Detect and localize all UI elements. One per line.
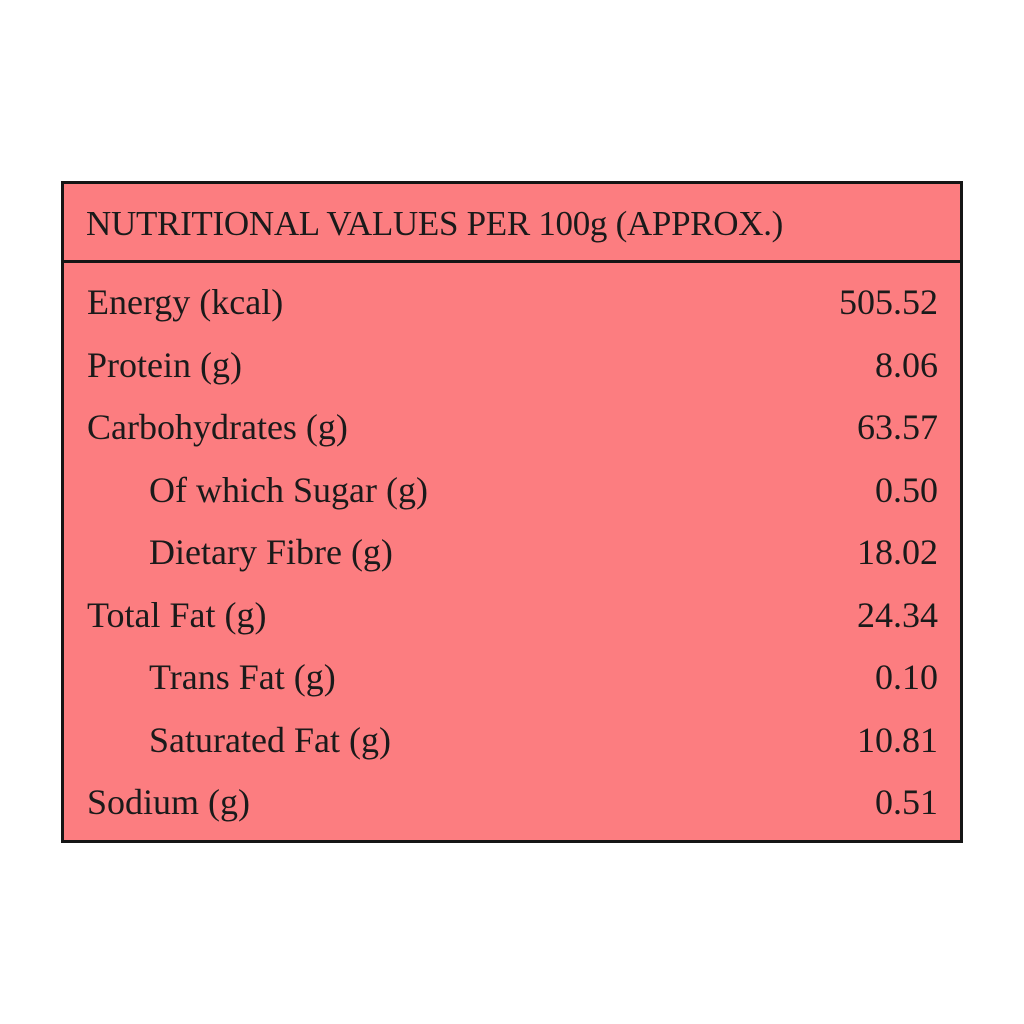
sub-row: Trans Fat (g) 0.10 bbox=[64, 644, 960, 706]
row-value: 24.34 bbox=[857, 594, 938, 635]
sub-row: Dietary Fibre (g) 18.02 bbox=[64, 519, 960, 581]
row-value: 18.02 bbox=[857, 532, 938, 572]
row-label: Energy (kcal) bbox=[87, 282, 284, 322]
row-value: 63.57 bbox=[857, 407, 938, 447]
row-value: 0.50 bbox=[875, 469, 938, 510]
row-value: 0.10 bbox=[875, 657, 938, 697]
row-value: 8.06 bbox=[875, 344, 938, 385]
row: Total Fat (g) 24.34 bbox=[64, 582, 960, 644]
nutrition-table: NUTRITIONAL VALUES PER 100g (APPROX.) En… bbox=[61, 181, 963, 843]
row-value: 10.81 bbox=[857, 719, 938, 760]
row-label: Of which Sugar (g) bbox=[149, 469, 428, 510]
row: Protein (g) 8.06 bbox=[64, 332, 960, 394]
sub-row: Saturated Fat (g) 10.81 bbox=[64, 707, 960, 769]
row-label: Protein (g) bbox=[87, 344, 242, 385]
row-label: Sodium (g) bbox=[87, 782, 251, 822]
row-label: Carbohydrates (g) bbox=[87, 407, 348, 447]
row: Energy (kcal) 505.52 bbox=[64, 269, 960, 331]
table-header: NUTRITIONAL VALUES PER 100g (APPROX.) bbox=[64, 184, 960, 263]
row-value: 0.51 bbox=[875, 782, 938, 822]
row-label: Saturated Fat (g) bbox=[149, 719, 391, 760]
table-title: NUTRITIONAL VALUES PER 100g (APPROX.) bbox=[86, 204, 784, 243]
row: Carbohydrates (g) 63.57 bbox=[64, 394, 960, 456]
row-label: Trans Fat (g) bbox=[149, 657, 336, 697]
row-value: 505.52 bbox=[839, 282, 938, 322]
sub-row: Of which Sugar (g) 0.50 bbox=[64, 457, 960, 519]
row: Sodium (g) 0.51 bbox=[64, 769, 960, 831]
row-label: Dietary Fibre (g) bbox=[149, 532, 393, 572]
row-label: Total Fat (g) bbox=[87, 594, 267, 635]
